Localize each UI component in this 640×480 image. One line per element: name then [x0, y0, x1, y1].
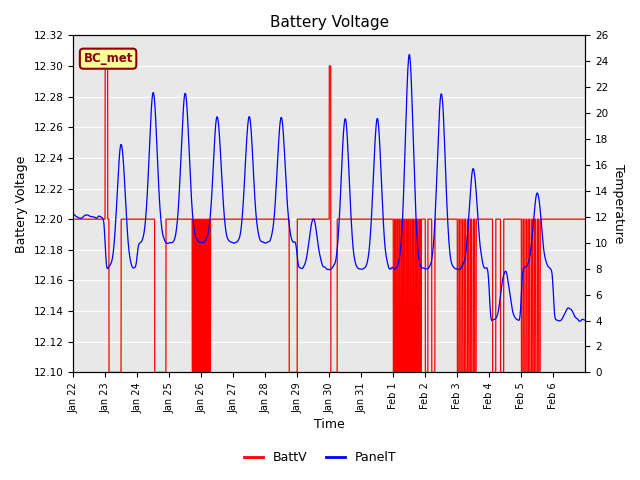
Text: BC_met: BC_met: [83, 52, 132, 65]
Y-axis label: Temperature: Temperature: [612, 164, 625, 243]
Title: Battery Voltage: Battery Voltage: [269, 15, 389, 30]
Y-axis label: Battery Voltage: Battery Voltage: [15, 155, 28, 252]
Legend: BattV, PanelT: BattV, PanelT: [239, 446, 401, 469]
X-axis label: Time: Time: [314, 419, 344, 432]
